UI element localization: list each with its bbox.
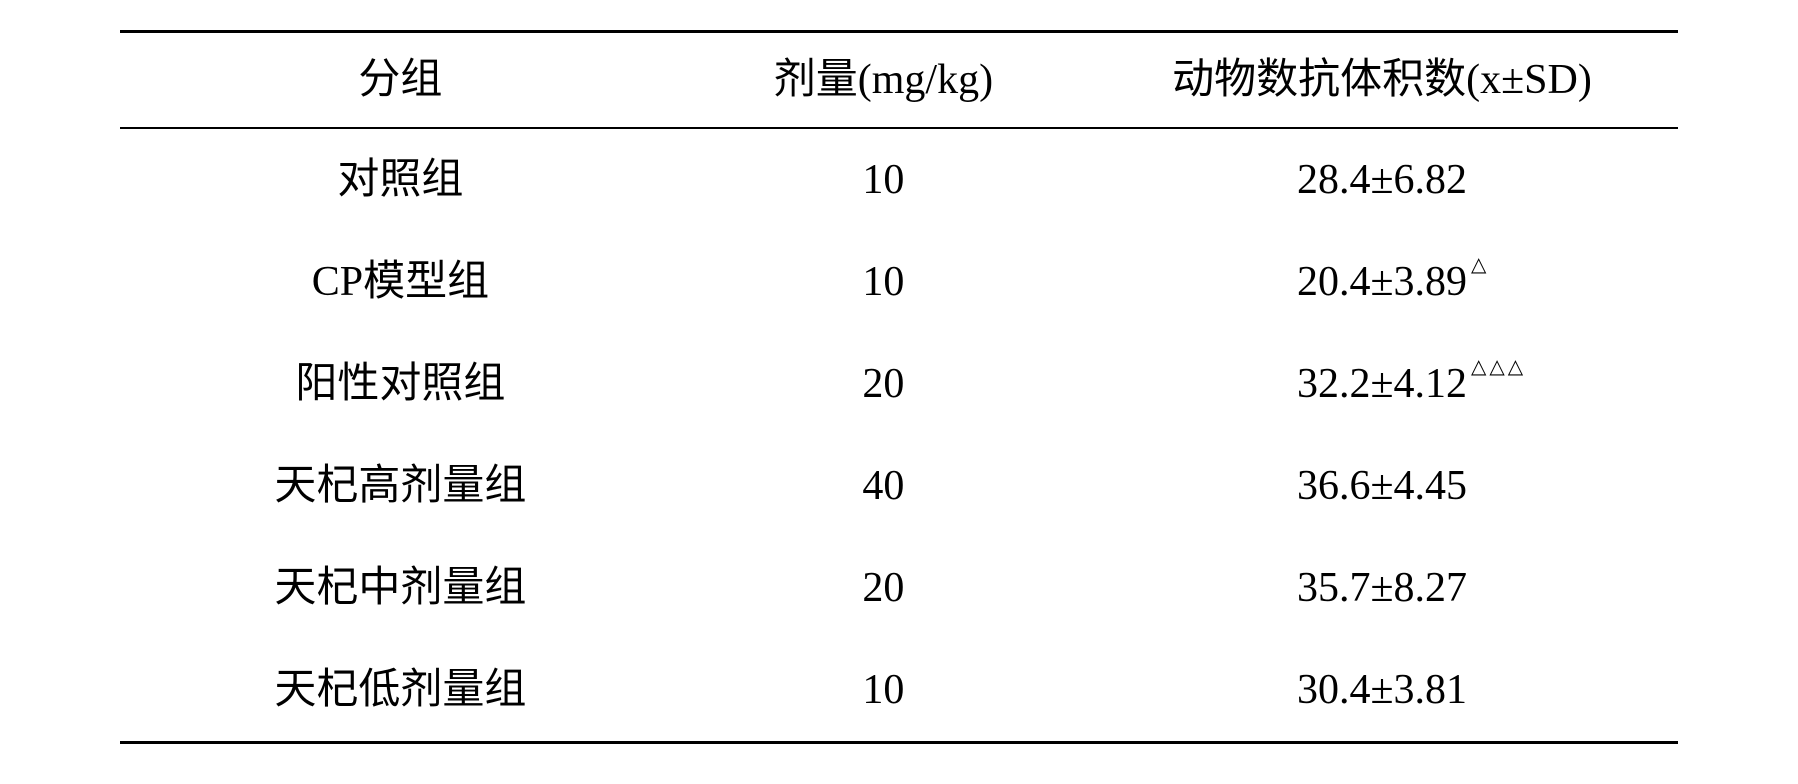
cell-value: 36.6±4.45 <box>1086 435 1678 537</box>
cell-value: 20.4±3.89 △ <box>1086 231 1678 333</box>
cell-value: 32.2±4.12 △△△ <box>1086 333 1678 435</box>
col-header-dose: 剂量(mg/kg) <box>681 32 1086 129</box>
value-text: 36.6±4.45 <box>1297 463 1467 509</box>
cell-dose: 40 <box>681 435 1086 537</box>
cell-group: CP模型组 <box>120 231 681 333</box>
table-row: 天杞中剂量组 20 35.7±8.27 <box>120 537 1678 639</box>
cell-value: 30.4±3.81 <box>1086 639 1678 743</box>
table-header-row: 分组 剂量(mg/kg) 动物数抗体积数(x±SD) <box>120 32 1678 129</box>
cell-dose: 10 <box>681 128 1086 231</box>
cell-group: 对照组 <box>120 128 681 231</box>
cell-group: 阳性对照组 <box>120 333 681 435</box>
value-text: 30.4±3.81 <box>1297 667 1467 713</box>
value-text: 28.4±6.82 <box>1297 157 1467 203</box>
value-sup: △△△ <box>1467 357 1526 377</box>
table-row: 天杞高剂量组 40 36.6±4.45 <box>120 435 1678 537</box>
col-header-group: 分组 <box>120 32 681 129</box>
cell-group: 天杞高剂量组 <box>120 435 681 537</box>
table-row: 阳性对照组 20 32.2±4.12 △△△ <box>120 333 1678 435</box>
col-header-value: 动物数抗体积数(x±SD) <box>1086 32 1678 129</box>
table-row: 天杞低剂量组 10 30.4±3.81 <box>120 639 1678 743</box>
cell-value: 35.7±8.27 <box>1086 537 1678 639</box>
table-container: 分组 剂量(mg/kg) 动物数抗体积数(x±SD) 对照组 10 28.4±6… <box>0 0 1798 784</box>
cell-dose: 20 <box>681 333 1086 435</box>
cell-group: 天杞中剂量组 <box>120 537 681 639</box>
cell-value: 28.4±6.82 <box>1086 128 1678 231</box>
value-sup: △ <box>1467 255 1489 275</box>
table-row: 对照组 10 28.4±6.82 <box>120 128 1678 231</box>
cell-dose: 10 <box>681 639 1086 743</box>
cell-dose: 10 <box>681 231 1086 333</box>
value-text: 32.2±4.12 <box>1297 361 1467 407</box>
value-text: 20.4±3.89 <box>1297 259 1467 305</box>
table-row: CP模型组 10 20.4±3.89 △ <box>120 231 1678 333</box>
value-text: 35.7±8.27 <box>1297 565 1467 611</box>
data-table: 分组 剂量(mg/kg) 动物数抗体积数(x±SD) 对照组 10 28.4±6… <box>120 30 1678 744</box>
cell-dose: 20 <box>681 537 1086 639</box>
cell-group: 天杞低剂量组 <box>120 639 681 743</box>
